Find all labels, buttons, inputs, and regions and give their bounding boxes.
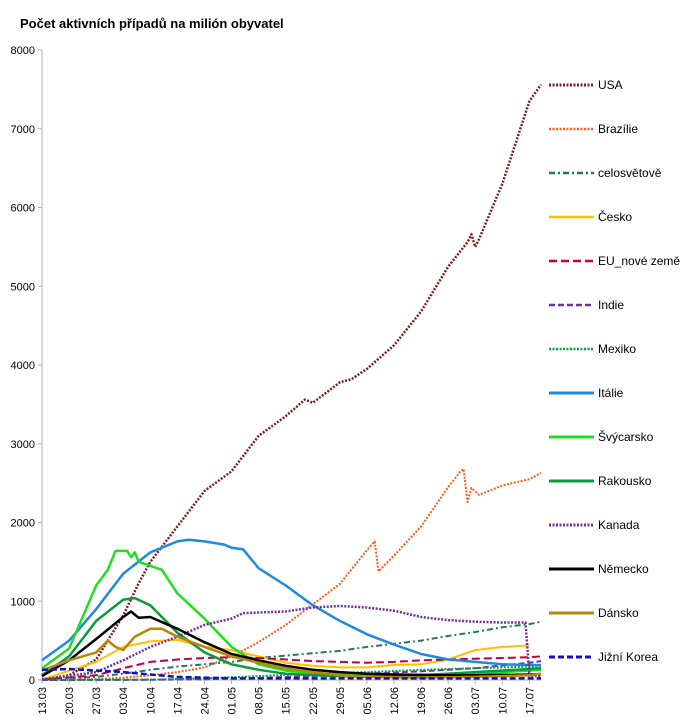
x-tick-label: 01.05 — [227, 687, 239, 715]
legend-label: Dánsko — [598, 606, 639, 620]
x-tick-label: 13.03 — [37, 687, 49, 715]
x-tick-label: 10.07 — [497, 687, 509, 715]
legend-label: Česko — [598, 209, 632, 224]
x-tick-label: 19.06 — [416, 687, 428, 715]
legend-label: Mexiko — [598, 342, 636, 356]
series-line-14 — [41, 667, 541, 680]
x-tick-label: 26.06 — [443, 687, 455, 715]
x-tick-label: 29.05 — [335, 687, 347, 715]
legend-label: Kanada — [598, 518, 640, 532]
plot-area: 0 1000 2000 3000 4000 5000 6000 7000 8000 13.03 20… — [11, 45, 543, 715]
x-tick-label: 20.03 — [64, 687, 76, 715]
legend-label: Brazílie — [598, 122, 638, 136]
series-line-10 — [41, 596, 542, 679]
series-line-4 — [41, 638, 530, 681]
x-tick-label: 12.06 — [389, 687, 401, 715]
series-line-11 — [41, 604, 541, 681]
y-tick-label: 2000 — [11, 518, 35, 530]
series-line-1 — [41, 83, 543, 681]
y-tick-label: 5000 — [11, 281, 35, 293]
legend-label: Rakousko — [598, 474, 652, 488]
x-tick-label: 22.05 — [308, 687, 320, 715]
x-tick-label: 17.07 — [524, 687, 536, 715]
legend: USA Brazílie celosvětově Česko EU_nové země I… — [549, 78, 680, 664]
x-tick-label: 17.04 — [172, 687, 184, 715]
x-tick-label: 03.04 — [118, 687, 130, 715]
y-tick-label: 1000 — [11, 596, 35, 608]
x-tick-label: 08.05 — [254, 687, 266, 715]
x-tick-label: 15.05 — [281, 687, 293, 715]
legend-label: celosvětově — [598, 166, 662, 180]
legend-label: EU_nové země — [598, 254, 680, 268]
y-tick-label: 7000 — [11, 124, 35, 136]
y-tick-label: 8000 — [11, 45, 35, 57]
series-line-8 — [41, 538, 541, 667]
series-line-3 — [41, 620, 542, 680]
series-line-9 — [41, 549, 542, 677]
x-tick-label: 05.06 — [362, 687, 374, 715]
series-line-12 — [41, 610, 542, 678]
y-tick-label: 4000 — [11, 360, 35, 372]
legend-label: Indie — [598, 298, 624, 312]
legend-label: Itálie — [598, 386, 624, 400]
y-tick-label: 3000 — [11, 439, 35, 451]
y-tick-label: 6000 — [11, 203, 35, 215]
legend-label: USA — [598, 78, 623, 92]
legend-label: Německo — [598, 562, 649, 576]
x-tick-label: 27.03 — [91, 687, 103, 715]
y-tick-label: 0 — [29, 675, 35, 687]
x-tick-label: 24.04 — [199, 687, 211, 715]
series-line-2 — [41, 467, 542, 681]
x-tick-label: 03.07 — [470, 687, 482, 715]
legend-label: Jižní Korea — [598, 650, 658, 664]
legend-label: Švýcarsko — [598, 429, 654, 444]
chart-title: Počet aktivních případů na milión obyvat… — [20, 16, 284, 31]
x-tick-label: 10.04 — [145, 687, 157, 715]
series-line-5 — [41, 655, 542, 681]
